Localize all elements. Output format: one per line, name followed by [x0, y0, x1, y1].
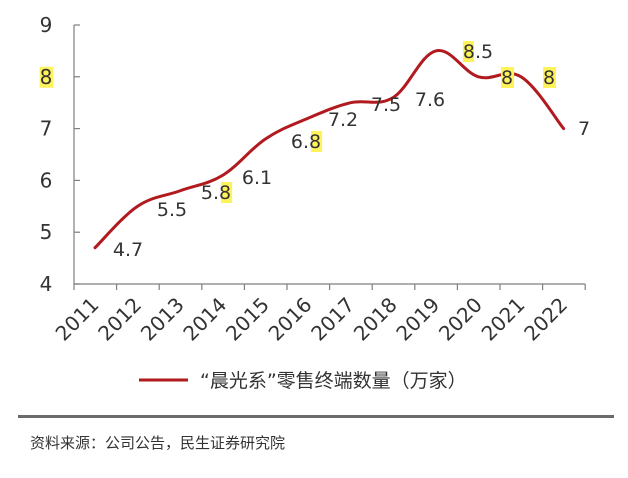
data-label-highlight [462, 41, 474, 62]
data-label-group: 8.5 [462, 41, 493, 63]
data-label-group: 7.6 [415, 89, 445, 111]
y-tick-label-group: 5 [40, 220, 53, 244]
data-label-group: 7.5 [371, 94, 401, 116]
data-label-group: 4.7 [113, 239, 143, 261]
y-tick-label: 9 [40, 13, 53, 37]
y-tick-label-group: 6 [40, 168, 53, 192]
x-tick-label: 2022 [519, 293, 572, 346]
y-tick-label-group: 9 [40, 13, 53, 37]
data-label: 6.8 [291, 131, 321, 153]
y-tick-label-group: 7 [40, 117, 53, 141]
divider [18, 415, 614, 418]
data-labels: 4.7 5.5 5.8 6.1 6.8 7.2 7.5 7.6 8.5 8 8 7 [113, 41, 590, 261]
data-label: 7 [578, 118, 590, 140]
x-tick-label: 2011 [51, 293, 104, 346]
data-label: 4.7 [113, 239, 143, 261]
source-note: 资料来源：公司公告，民生证券研究院 [30, 434, 286, 452]
data-label-group: 6.8 [291, 131, 323, 153]
data-label-group: 6.1 [242, 167, 272, 189]
data-label-highlight [311, 131, 323, 152]
data-label: 6.1 [242, 167, 272, 189]
x-tick-label: 2017 [306, 293, 359, 346]
x-tick-label: 2016 [264, 293, 317, 346]
data-label: 5.8 [201, 182, 231, 204]
y-tick-label: 7 [40, 117, 53, 141]
x-axis-tick-labels: 2011201220132014201520162017201820192020… [51, 293, 573, 346]
series-line [93, 49, 566, 250]
legend: “晨光系”零售终端数量（万家） [139, 370, 467, 392]
data-label-highlight [500, 67, 515, 88]
data-label: 8 [543, 67, 555, 89]
data-label-group: 8 [500, 67, 515, 89]
x-tick-label: 2018 [349, 293, 402, 346]
x-tick-label: 2021 [477, 293, 530, 346]
y-tick-label: 6 [40, 168, 53, 192]
y-tick-label: 8 [40, 65, 53, 89]
x-tick-label: 2013 [136, 293, 189, 346]
x-tick-label: 2014 [178, 293, 231, 346]
y-axis-tick-labels: 4 5 6 7 8 9 [39, 13, 54, 296]
data-label: 8 [501, 67, 513, 89]
x-tick-label: 2015 [221, 293, 274, 346]
chart-axes [73, 24, 586, 290]
legend-label: “晨光系”零售终端数量（万家） [200, 370, 467, 392]
data-label: 8.5 [463, 41, 493, 63]
y-tick-label: 5 [40, 220, 53, 244]
data-label-group: 5.8 [201, 182, 233, 204]
data-label-group: 5.5 [157, 199, 187, 221]
data-label: 7.6 [415, 89, 445, 111]
x-tick-label: 2019 [391, 293, 444, 346]
y-tick-label: 4 [40, 272, 53, 296]
y-tick-label-group: 4 [40, 272, 53, 296]
data-label-highlight [221, 182, 233, 203]
data-label-group: 7 [578, 118, 590, 140]
data-label: 7.5 [371, 94, 401, 116]
data-label: 5.5 [157, 199, 187, 221]
y-tick-label-highlight [39, 66, 54, 88]
data-label-highlight [542, 67, 557, 88]
y-tick-label-group: 8 [39, 65, 54, 89]
data-label-group: 7.2 [328, 109, 358, 131]
data-label-group: 8 [542, 67, 557, 89]
x-tick-label: 2012 [93, 293, 146, 346]
x-tick-label: 2020 [434, 293, 487, 346]
data-label: 7.2 [328, 109, 358, 131]
